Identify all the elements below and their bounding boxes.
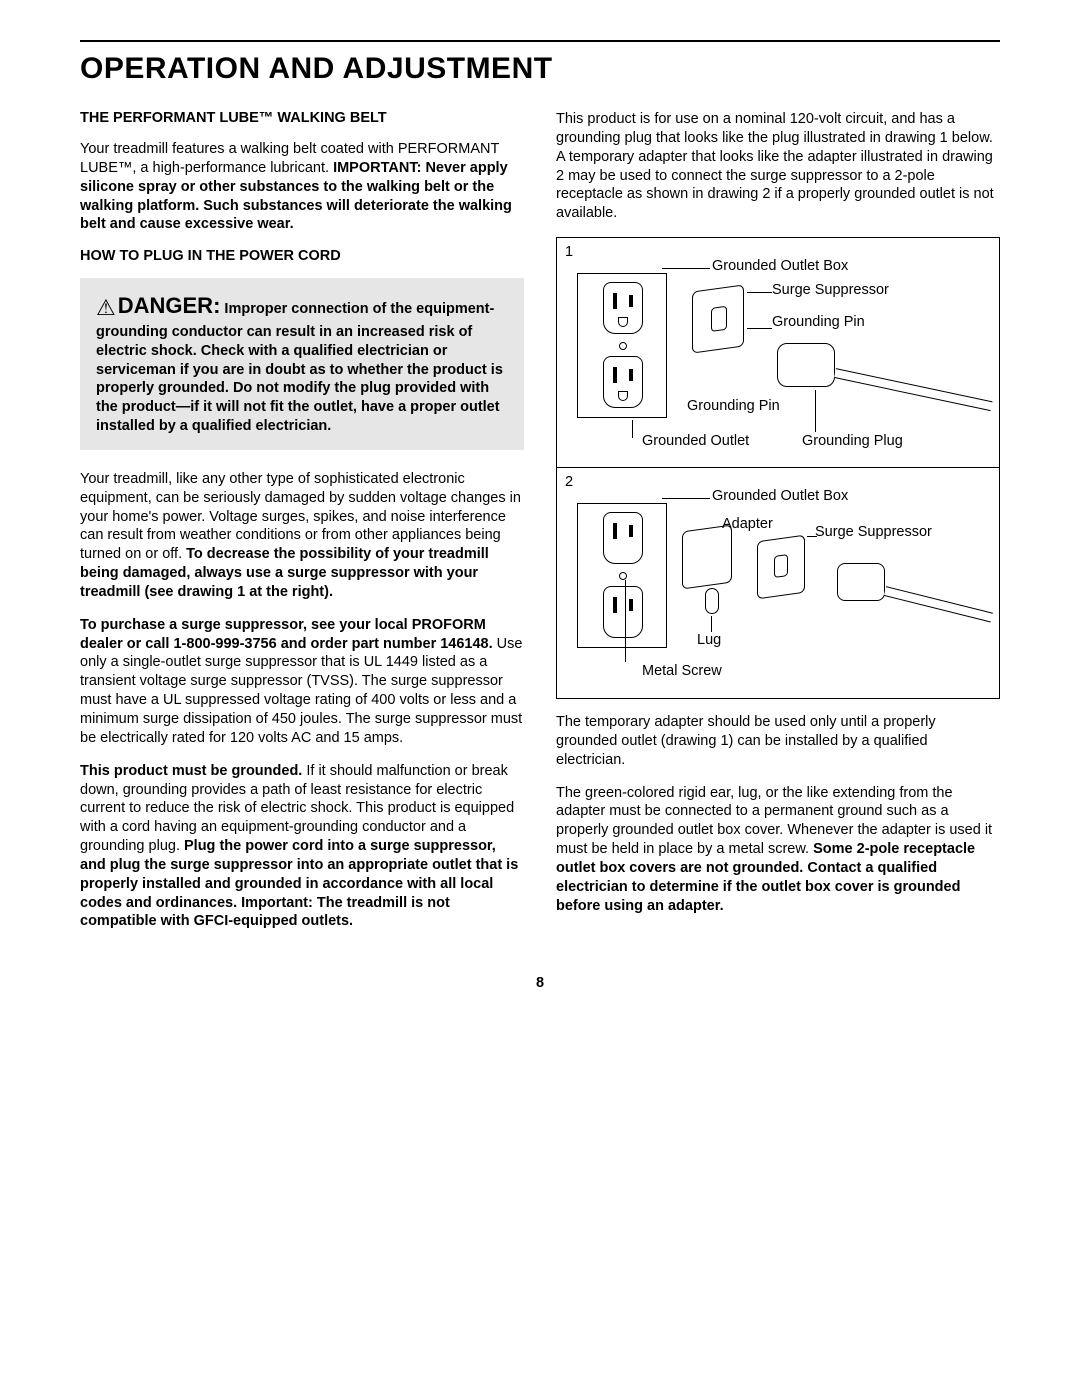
para-grounded: This product must be grounded. If it sho…	[80, 762, 524, 932]
page-number: 8	[80, 975, 1000, 991]
danger-callout: ⚠DANGER: Improper connection of the equi…	[80, 278, 524, 450]
section-head-plug: HOW TO PLUG IN THE POWER CORD	[80, 248, 524, 264]
section-head-lube: THE PERFORMANT LUBE™ WALKING BELT	[80, 110, 524, 126]
label-gob-1: Grounded Outlet Box	[712, 258, 848, 274]
label-gp-lower: Grounding Pin	[687, 398, 780, 414]
warning-triangle-icon: ⚠	[96, 294, 116, 323]
para-purchase: To purchase a surge suppressor, see your…	[80, 616, 524, 748]
para-circuit: This product is for use on a nominal 120…	[556, 110, 1000, 223]
surge-suppressor-1	[692, 284, 744, 353]
diagram-2-number: 2	[565, 474, 573, 490]
left-column: THE PERFORMANT LUBE™ WALKING BELT Your t…	[80, 110, 524, 945]
para-temp-adapter: The temporary adapter should be used onl…	[556, 713, 1000, 770]
para-green-lug: The green-colored rigid ear, lug, or the…	[556, 784, 1000, 916]
label-adapter: Adapter	[722, 516, 773, 532]
lug-shape	[705, 588, 719, 614]
label-ss-1: Surge Suppressor	[772, 282, 889, 298]
diagram-box: 1 Grounded Outlet Box	[556, 237, 1000, 699]
right-column: This product is for use on a nominal 120…	[556, 110, 1000, 945]
cord-plug-2	[837, 563, 885, 601]
label-lug: Lug	[697, 632, 721, 648]
danger-body: Improper connection of the equipment-gro…	[96, 301, 503, 434]
para-purchase-bold: To purchase a surge suppressor, see your…	[80, 617, 493, 652]
label-gob-2: Grounded Outlet Box	[712, 488, 848, 504]
two-column-layout: THE PERFORMANT LUBE™ WALKING BELT Your t…	[80, 110, 1000, 945]
diagram-2: 2 Grou	[557, 468, 999, 698]
cord-1	[834, 368, 993, 411]
top-rule	[80, 40, 1000, 42]
surge-suppressor-2	[757, 535, 805, 600]
label-gp-upper: Grounding Pin	[772, 314, 865, 330]
para-lube: Your treadmill features a walking belt c…	[80, 140, 524, 234]
diagram-1-number: 1	[565, 244, 573, 260]
outlet-plate-2	[577, 503, 667, 648]
label-gplug: Grounding Plug	[802, 433, 903, 449]
para-grounded-lead: This product must be grounded.	[80, 763, 302, 779]
label-metal-screw: Metal Screw	[642, 663, 722, 679]
cord-2	[884, 586, 993, 622]
para-purchase-text: Use only a single-outlet surge suppresso…	[80, 636, 522, 746]
label-go: Grounded Outlet	[642, 433, 749, 449]
grounding-plug-1	[777, 343, 835, 387]
danger-lead: DANGER:	[118, 293, 221, 318]
adapter-2	[682, 525, 732, 590]
para-surge-intro: Your treadmill, like any other type of s…	[80, 470, 524, 602]
outlet-plate-1	[577, 273, 667, 418]
page-title: OPERATION AND ADJUSTMENT	[80, 52, 1000, 86]
label-ss-2: Surge Suppressor	[815, 524, 932, 540]
diagram-1: 1 Grounded Outlet Box	[557, 238, 999, 468]
